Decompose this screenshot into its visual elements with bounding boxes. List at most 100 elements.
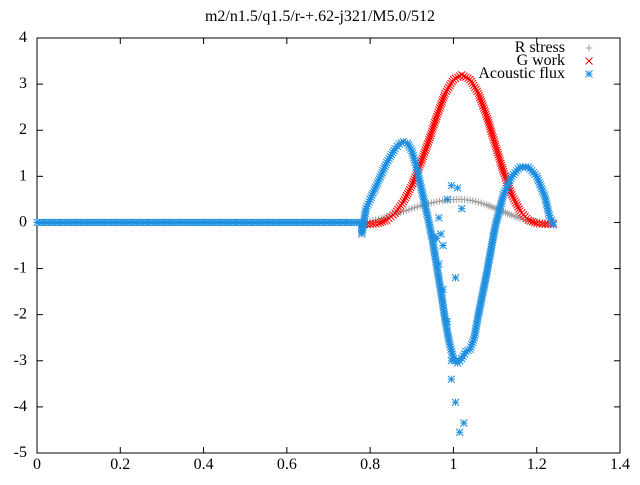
- x-tick-label: 0.2: [110, 456, 130, 473]
- data-point-fill: [444, 83, 453, 92]
- data-point: [435, 213, 443, 222]
- data-point: [451, 273, 460, 282]
- data-point-fill: [489, 135, 498, 144]
- data-point-fill: [408, 179, 417, 188]
- data-point: [399, 197, 408, 206]
- data-point-fill: [469, 81, 478, 90]
- data-point-fill: [496, 159, 505, 168]
- data-point-fill: [434, 108, 443, 117]
- data-point: [435, 260, 443, 268]
- data-point: [407, 181, 416, 190]
- y-axis: 4 3 2 1 0 -1 -2 -3 -4 -5: [14, 29, 620, 461]
- data-point-fill: [494, 150, 503, 159]
- data-point-fill: [404, 187, 413, 196]
- data-point-fill: [489, 133, 498, 142]
- data-point-fill: [488, 129, 496, 138]
- data-point-fill: [423, 142, 431, 150]
- data-point-fill: [425, 133, 434, 142]
- y-tick-label: 0: [19, 213, 27, 230]
- plot-frame: [36, 37, 621, 454]
- data-point: [449, 75, 458, 84]
- data-point: [459, 419, 468, 427]
- y-tick-label: 3: [19, 75, 27, 92]
- x-tick-label: 1.2: [527, 456, 547, 473]
- data-point-fill: [401, 193, 410, 202]
- data-point: [447, 356, 456, 365]
- data-point: [474, 89, 483, 98]
- data-point-fill: [400, 195, 409, 204]
- x-tick-label: 0.6: [277, 456, 297, 473]
- data-point: [455, 428, 464, 437]
- data-point-fill: [429, 123, 438, 131]
- data-point-fill: [479, 102, 487, 110]
- x-tick-label: 1: [449, 456, 457, 473]
- legend-marker: [585, 44, 593, 52]
- data-point-fill: [495, 152, 503, 161]
- data-point-fill: [484, 116, 492, 125]
- data-point-fill: [485, 121, 494, 129]
- data-point-fill: [526, 217, 535, 225]
- x-tick-label: 0.8: [360, 456, 380, 473]
- data-point-fill: [513, 201, 521, 209]
- data-point-fill: [493, 148, 502, 157]
- data-point-fill: [435, 104, 444, 112]
- data-point-fill: [530, 218, 539, 227]
- y-tick-label: 2: [19, 121, 27, 138]
- data-point-fill: [385, 154, 394, 163]
- legend-label: G work: [517, 52, 565, 69]
- data-point: [507, 190, 516, 199]
- data-point-fill: [512, 198, 520, 207]
- data-point-fill: [451, 74, 460, 83]
- data-point-fill: [431, 116, 440, 125]
- data-point-fill: [473, 87, 482, 96]
- data-point-fill: [443, 85, 452, 94]
- data-point: [549, 220, 558, 229]
- data-point: [499, 167, 508, 176]
- data-point-fill: [405, 185, 414, 194]
- legend-label: R stress: [515, 39, 565, 56]
- data-point: [457, 71, 466, 79]
- data-point-fill: [428, 125, 437, 133]
- series-layer: [33, 71, 558, 437]
- data-point-fill: [462, 73, 470, 82]
- y-tick-label: -5: [14, 444, 27, 461]
- data-point-fill: [472, 85, 480, 94]
- data-point: [447, 375, 456, 384]
- data-point-fill: [495, 155, 504, 163]
- data-point-fill: [509, 194, 518, 203]
- legend-marker: [585, 70, 593, 78]
- data-point-fill: [498, 165, 507, 174]
- data-point-fill: [498, 163, 506, 172]
- y-tick-label: -2: [14, 306, 27, 323]
- data-point-fill: [493, 146, 501, 155]
- data-point-fill: [403, 189, 412, 198]
- data-point-fill: [417, 156, 426, 165]
- chart-title: m2/n1.5/q1.5/r-+.62-j321/M5.0/512: [205, 8, 435, 25]
- data-point-fill: [488, 131, 497, 140]
- series-g-work: [357, 71, 558, 229]
- data-point: [453, 184, 462, 192]
- data-point: [424, 137, 433, 146]
- data-point: [491, 140, 499, 148]
- data-point: [441, 89, 449, 98]
- data-point-fill: [453, 73, 462, 82]
- data-point-fill: [420, 148, 429, 157]
- data-point-fill: [378, 217, 387, 226]
- series-acoustic-flux: [33, 137, 558, 437]
- data-point-fill: [478, 99, 487, 108]
- data-point-fill: [438, 97, 446, 106]
- data-point-fill: [497, 161, 506, 170]
- y-tick-label: -3: [14, 352, 27, 369]
- data-point-fill: [427, 129, 436, 138]
- data-point-fill: [420, 150, 428, 159]
- data-point: [466, 75, 474, 84]
- data-point-fill: [435, 106, 443, 114]
- x-axis: 0 0.2 0.4 0.6 0.8 1 1.2 1.4: [33, 38, 630, 473]
- data-point-fill: [418, 154, 427, 163]
- data-point: [432, 112, 441, 121]
- data-point: [447, 181, 456, 190]
- data-point-fill: [433, 110, 442, 119]
- data-point-fill: [481, 108, 490, 117]
